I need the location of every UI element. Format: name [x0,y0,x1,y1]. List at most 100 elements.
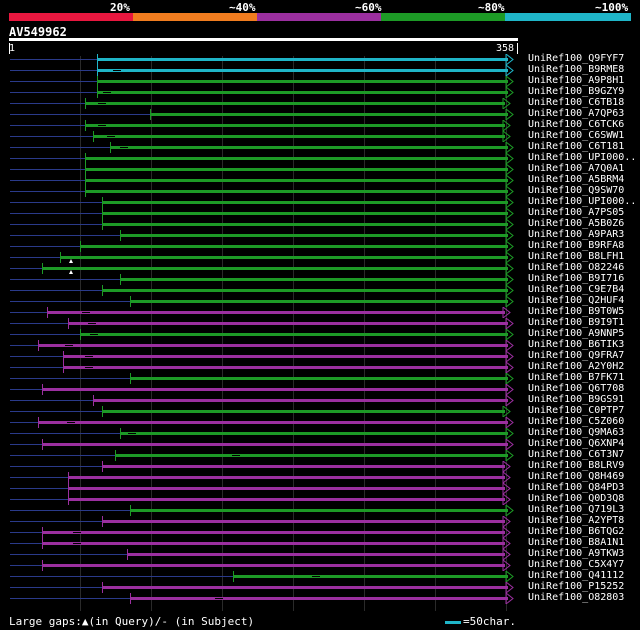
hit-link[interactable]: UniRef100_C9E7B4 [528,284,625,295]
alignment-bar [93,135,505,138]
hit-link[interactable]: UniRef100_Q9FYF7 [528,53,625,64]
hit-link[interactable]: UniRef100_C6SWW1 [528,130,625,141]
hit-link[interactable]: UniRef100_Q719L3 [528,504,625,515]
hit-alignment [10,109,514,120]
hit-link[interactable]: UniRef100_A2Y0H2 [528,361,625,372]
hit-link[interactable]: UniRef100_B7FK71 [528,372,625,383]
alignment-bar [130,300,508,303]
hit-link[interactable]: UniRef100_C5Z060 [528,416,625,427]
alignment-bar [102,586,508,589]
hit-link[interactable]: UniRef100_A5B0Z6 [528,218,625,229]
hit-link[interactable]: UniRef100_C6TB18 [528,97,625,108]
ruler-tick-end [517,43,518,54]
hit-alignment [10,461,511,472]
ruler-start: 1 [9,43,16,54]
hit-link[interactable]: UniRef100_B8LRV9 [528,460,625,471]
hit-link[interactable]: UniRef100_Q9FRA7 [528,350,625,361]
hit-link[interactable]: UniRef100_B8A1N1 [528,537,625,548]
alignment-bar [127,553,505,556]
alignment-start-tick [42,384,43,395]
hit-link[interactable]: UniRef100_Q2HUF4 [528,295,625,306]
hit-link[interactable]: UniRef100_Q84PD3 [528,482,625,493]
alignment-start-tick [42,560,43,571]
hit-link[interactable]: UniRef100_Q9SW70 [528,185,625,196]
hit-alignment [10,296,514,307]
alignment-start-tick [42,538,43,549]
hit-link[interactable]: UniRef100_Q41112 [528,570,625,581]
hit-alignment [10,505,514,516]
hit-alignment [10,197,514,208]
alignment-bar [97,69,508,72]
gap-legend-subject: (in Subject) [167,615,255,628]
hit-link[interactable]: UniRef100_A5BRM4 [528,174,625,185]
hit-link[interactable]: UniRef100_B9T0W5 [528,306,625,317]
hit-row: UniRef100_Q6T708 [0,383,640,395]
hit-link[interactable]: UniRef100_C6TCK6 [528,119,625,130]
hit-link[interactable]: UniRef100_A9TKW3 [528,548,625,559]
hit-link[interactable]: UniRef100_C5X4Y7 [528,559,625,570]
alignment-arrow [505,384,514,395]
hit-link[interactable]: UniRef100_B9RME8 [528,64,625,75]
hit-link[interactable]: UniRef100_B9GZY9 [528,86,625,97]
hit-row: UniRef100_Q9SW70 [0,185,640,197]
hit-alignment [10,483,511,494]
hit-link[interactable]: UniRef100_UPI000.. [528,152,637,163]
hit-link[interactable]: UniRef100_B6TIK3 [528,339,625,350]
subject-gap [103,92,111,93]
hit-link[interactable]: UniRef100_B6TQG2 [528,526,625,537]
hit-row: UniRef100_C5Z060 [0,416,640,428]
hit-link[interactable]: UniRef100_C6T3N7 [528,449,625,460]
hit-link[interactable]: UniRef100_Q0D3Q8 [528,493,625,504]
hit-row: UniRef100_B8LRV9 [0,460,640,472]
hit-link[interactable]: UniRef100_B9GS91 [528,394,625,405]
hit-link[interactable]: UniRef100_Q6T708 [528,383,625,394]
hit-alignment [10,549,511,560]
hit-link[interactable]: UniRef100_A9PAR3 [528,229,625,240]
hit-link[interactable]: UniRef100_C6T181 [528,141,625,152]
hit-link[interactable]: UniRef100_Q9MA63 [528,427,625,438]
hit-row: UniRef100_C6TB18 [0,97,640,109]
subject-gap [67,422,75,423]
hit-link[interactable]: UniRef100_A2YPT8 [528,515,625,526]
alignment-start-tick [68,483,69,494]
hit-link[interactable]: UniRef100_B9I716 [528,273,625,284]
hit-link[interactable]: UniRef100_A7PS05 [528,207,625,218]
hit-row: UniRef100_A5B0Z6 [0,218,640,230]
hit-row: UniRef100_C6SWW1 [0,130,640,142]
hit-link[interactable]: UniRef100_C0PTP7 [528,405,625,416]
alignment-bar [115,454,508,457]
alignment-bar [60,256,508,259]
hit-link[interactable]: UniRef100_B9RFA8 [528,240,625,251]
hit-link[interactable]: UniRef100_B9I9T1 [528,317,625,328]
hit-link[interactable]: UniRef100_UPI000.. [528,196,637,207]
hit-link[interactable]: UniRef100_O82803 [528,592,625,603]
hit-link[interactable]: UniRef100_P15252 [528,581,625,592]
hit-link[interactable]: UniRef100_Q6XNP4 [528,438,625,449]
hit-row: UniRef100_Q719L3 [0,504,640,516]
hit-link[interactable]: UniRef100_B8LFH1 [528,251,625,262]
alignment-arrow [505,395,514,406]
hit-alignment [10,131,511,142]
alignment-arrow [502,461,511,472]
alignment-start-tick [120,428,121,439]
hit-link[interactable]: UniRef100_O82246 [528,262,625,273]
hit-row: UniRef100_A9P8H1 [0,75,640,87]
alignment-bar [42,531,505,534]
alignment-bar [85,102,505,105]
alignment-arrow [505,263,514,274]
hit-link[interactable]: UniRef100_A9NNP5 [528,328,625,339]
hit-alignment [10,494,511,505]
hit-link[interactable]: UniRef100_Q8H469 [528,471,625,482]
alignment-start-tick [38,417,39,428]
hit-row: UniRef100_B6TQG2 [0,526,640,538]
alignment-bar [42,542,505,545]
hit-link[interactable]: UniRef100_A7QP63 [528,108,625,119]
alignment-start-tick [233,571,234,582]
hit-link[interactable]: UniRef100_A7Q0A1 [528,163,625,174]
legend-label-80: ~80% [478,1,505,14]
alignment-arrow [502,131,511,142]
alignment-arrow [505,208,514,219]
hit-row: UniRef100_C6T181 [0,141,640,153]
hit-row: UniRef100_Q0D3Q8 [0,493,640,505]
hit-link[interactable]: UniRef100_A9P8H1 [528,75,625,86]
